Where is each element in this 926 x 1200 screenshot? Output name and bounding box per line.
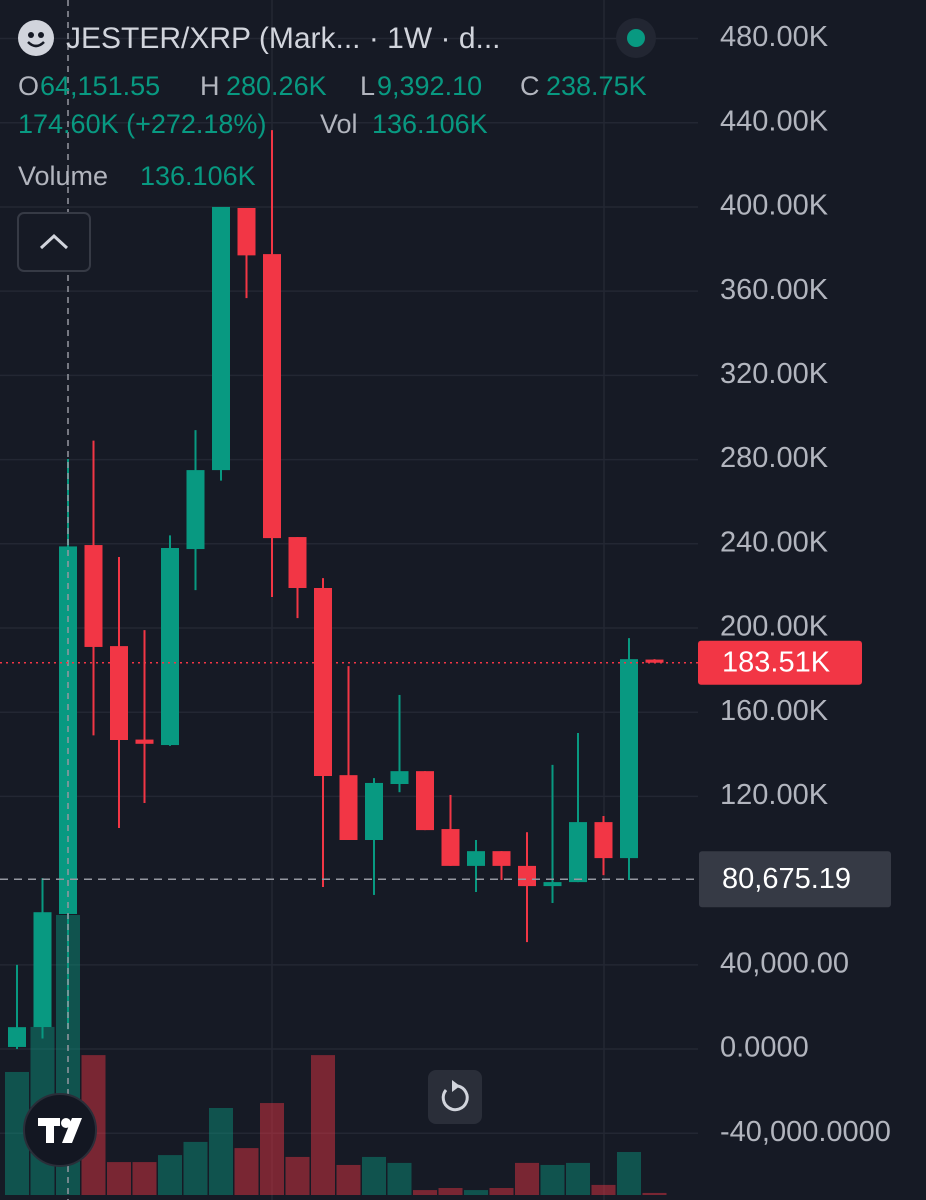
volume-bar — [183, 1141, 208, 1195]
volume-bar — [260, 1103, 284, 1195]
volume-bar — [234, 1148, 259, 1195]
ohlc-value: 9,392.10 — [377, 71, 482, 101]
candle-body — [543, 882, 562, 887]
header: JESTER/XRP (Mark... · 1W · d... O 64,151… — [18, 18, 656, 191]
last-price-label: 183.51K — [722, 646, 831, 678]
candle-body — [135, 739, 154, 744]
logo-slash — [62, 1118, 82, 1143]
chevron-up — [39, 233, 69, 250]
change: 174.60K (+272.18%) — [18, 109, 266, 139]
vol-value: 136.106K — [372, 109, 488, 139]
ohlc-key: O — [18, 71, 39, 101]
volume-bar — [438, 1188, 463, 1195]
candle-body — [339, 775, 358, 840]
y-tick-label: 240.00K — [720, 526, 829, 558]
ohlc-key: L — [360, 71, 375, 101]
candle-body — [237, 208, 256, 256]
candle-body — [314, 588, 332, 776]
ohlc-value: 64,151.55 — [40, 71, 160, 101]
volume-bar — [515, 1162, 539, 1195]
volume-bar — [591, 1184, 616, 1195]
candle-body — [288, 537, 307, 588]
volume-bar — [617, 1152, 641, 1195]
candle-body — [212, 206, 230, 471]
volume-bar — [107, 1162, 131, 1195]
volume-bar — [489, 1188, 514, 1195]
reset-icon-arrow — [452, 1080, 460, 1092]
volume-bar — [132, 1162, 157, 1195]
candle-body — [518, 865, 536, 887]
volume-bar — [642, 1192, 667, 1195]
volume-bar — [362, 1156, 386, 1195]
volume-bar — [387, 1162, 412, 1195]
volume-bar — [209, 1107, 233, 1195]
y-tick-label: 280.00K — [720, 442, 829, 474]
logo-circle[interactable] — [23, 1093, 97, 1167]
last-price-tag — [698, 640, 862, 685]
candle-body — [441, 829, 460, 866]
y-tick-label: 200.00K — [720, 611, 829, 643]
y-tick-label: 480.00K — [720, 21, 829, 53]
candle-body — [390, 771, 409, 784]
collapse-button-frame[interactable] — [17, 212, 91, 272]
candle-body — [467, 851, 485, 866]
candle-body — [186, 470, 205, 550]
ohlc-value: 238.75K — [546, 71, 647, 101]
candle-body — [416, 771, 434, 831]
reset-icon — [441, 1084, 469, 1112]
volume-bar — [413, 1190, 437, 1195]
volume-bar — [336, 1164, 361, 1195]
icon-mouth — [27, 41, 45, 48]
status-dot — [627, 29, 645, 47]
symbol-title: JESTER/XRP (Mark... · 1W · d... — [66, 22, 501, 55]
y-tick-label: 320.00K — [720, 358, 829, 390]
vol-key: Vol — [320, 109, 358, 139]
candle-body — [161, 548, 179, 746]
symbol-icon — [18, 20, 54, 56]
volume-value: 136.106K — [140, 161, 256, 191]
candle-body — [263, 254, 281, 539]
volume-label: Volume — [18, 161, 108, 191]
volume-bar — [311, 1055, 335, 1195]
y-tick-label: 400.00K — [720, 190, 829, 222]
candle-body — [492, 851, 511, 866]
reset-button-frame[interactable] — [428, 1070, 482, 1124]
y-tick-label: 40,000.00 — [720, 947, 849, 979]
y-tick-label: 440.00K — [720, 105, 829, 137]
crosshair-label: 80,675.19 — [722, 863, 851, 895]
y-tick-label: 360.00K — [720, 274, 829, 306]
volume-bar — [464, 1190, 488, 1195]
candle-body — [620, 659, 638, 859]
volume-bar — [285, 1156, 310, 1195]
y-tick-label: -40,000.0000 — [720, 1116, 891, 1148]
overlay: 480.00K 440.00K 400.00K 360.00K 320.00K 280.0… — [0, 21, 891, 1148]
y-tick-label: 160.00K — [720, 695, 829, 727]
collapse-button[interactable] — [17, 212, 91, 272]
candle-body — [84, 545, 103, 647]
candle-body — [645, 659, 664, 663]
volume-bar — [566, 1162, 590, 1195]
icon-eye — [38, 32, 44, 38]
candle-body — [365, 782, 383, 840]
ohlc-key: H — [200, 71, 220, 101]
y-tick-label: 120.00K — [720, 779, 829, 811]
candle-body — [110, 646, 128, 740]
ohlc-key: C — [520, 71, 540, 101]
volume-bar — [158, 1155, 182, 1195]
volume-bar — [540, 1164, 565, 1195]
logo-stem — [46, 1118, 54, 1143]
logo-dot — [61, 1118, 71, 1128]
candle-body — [33, 912, 52, 1028]
crosshair-tag — [699, 851, 891, 908]
logo[interactable] — [23, 1093, 97, 1167]
reset-button[interactable] — [428, 1070, 482, 1124]
candle-body — [8, 1027, 26, 1047]
candle-body — [569, 822, 587, 883]
ohlc-value: 280.26K — [226, 71, 327, 101]
y-tick-label: 0.0000 — [720, 1032, 809, 1064]
candle-body — [594, 822, 613, 859]
icon-eye — [28, 32, 34, 38]
